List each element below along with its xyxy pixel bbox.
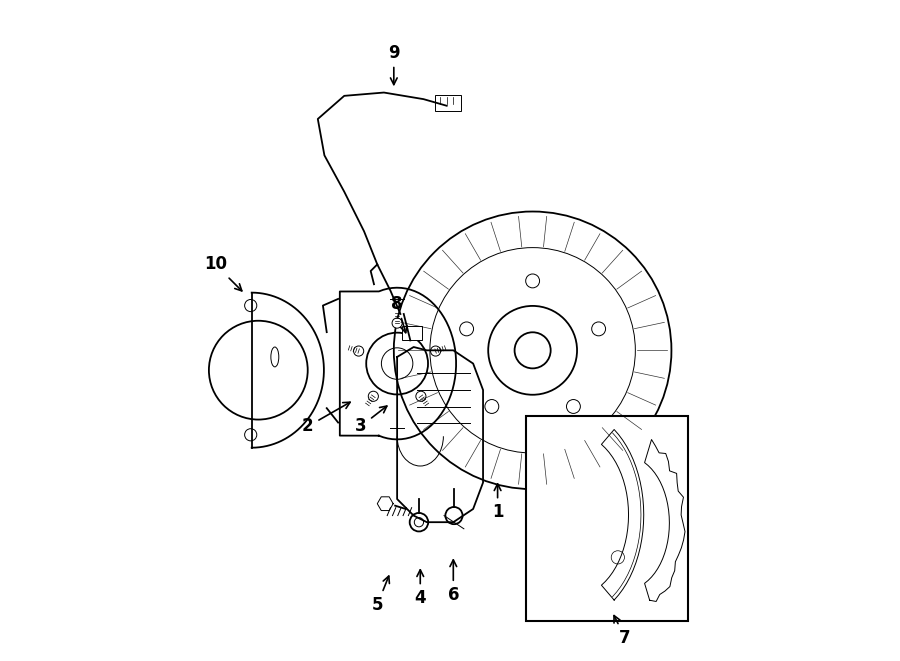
- Text: 7: 7: [614, 615, 631, 647]
- Text: 3: 3: [355, 406, 387, 436]
- Text: 1: 1: [491, 484, 503, 522]
- Bar: [402, 326, 422, 340]
- Bar: [526, 416, 688, 621]
- Circle shape: [392, 318, 402, 328]
- Circle shape: [430, 346, 441, 356]
- Circle shape: [368, 391, 378, 401]
- Text: 6: 6: [447, 560, 459, 604]
- Circle shape: [354, 346, 364, 356]
- Text: 4: 4: [414, 570, 426, 607]
- Text: 10: 10: [203, 255, 242, 291]
- Text: 5: 5: [372, 576, 390, 614]
- Text: 2: 2: [302, 402, 350, 436]
- Text: 9: 9: [388, 44, 400, 85]
- Text: 8: 8: [392, 295, 407, 332]
- Circle shape: [416, 391, 426, 401]
- Bar: [435, 95, 461, 111]
